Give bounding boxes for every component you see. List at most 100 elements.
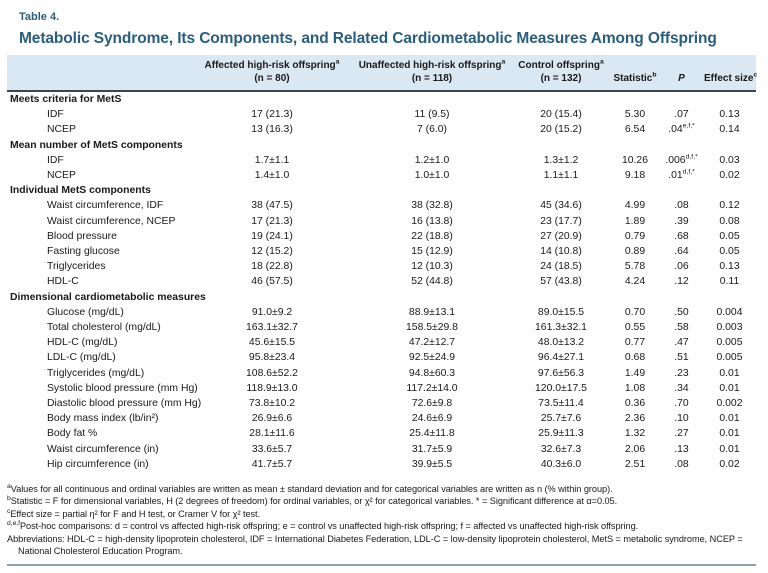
cell-value: 0.05 (719, 246, 740, 258)
table-row: Blood pressure 19 (24.1) 22 (18.8) 27 (20.9… (7, 229, 756, 244)
row-label: NCEP (47, 170, 76, 182)
cell: 92.5±24.9 (352, 350, 512, 365)
cell-value: 1.4±1.0 (254, 170, 290, 182)
row-label: Diastolic blood pressure (mm Hg) (47, 398, 202, 410)
column-header-label: Unaffected high-risk offspring (358, 60, 502, 71)
cell-value: 1.3±1.2 (543, 154, 579, 166)
row-label: Glucose (mg/dL) (47, 306, 124, 318)
column-header-label: Control offspring (518, 60, 600, 71)
cell: 158.5±29.8 (352, 320, 512, 335)
column-header: P (660, 55, 703, 91)
column-header-label: Statistic (613, 72, 653, 84)
column-header-label: P (678, 72, 685, 84)
cell-value: 25.9±11.3 (538, 428, 584, 440)
table-number-label: Table 4. (19, 11, 60, 23)
cell-value: 0.89 (624, 246, 646, 258)
cell: 45 (34.6) (512, 198, 610, 213)
cell-value: 0.12 (719, 200, 740, 212)
cell: 52 (44.8) (352, 274, 512, 289)
cell-value: 26.9±6.6 (251, 413, 293, 425)
row-label: Waist circumference (in) (47, 443, 159, 455)
column-header-superscript: a (599, 58, 604, 66)
cell-value: 0.01 (719, 428, 740, 440)
cell: 13 (16.3) (192, 122, 352, 137)
cell-value: 0.004 (716, 306, 743, 318)
cell: .47 (660, 335, 703, 350)
cell: 38 (47.5) (192, 198, 352, 213)
cell: .39 (660, 214, 703, 229)
cell: 17 (21.3) (192, 107, 352, 122)
cell-value: 2.51 (624, 458, 646, 470)
footnote-marker: b (7, 495, 11, 503)
cell-value: 17 (21.3) (251, 109, 293, 121)
cell: 0.005 (703, 335, 756, 350)
section-header-row: Meets criteria for MetS (7, 91, 756, 107)
cell-value: 94.8±60.3 (408, 367, 456, 379)
cell-value: 27 (20.9) (540, 230, 582, 242)
cell-value: 19 (24.1) (251, 230, 293, 242)
cell: 0.11 (703, 274, 756, 289)
table-row: Fasting glucose 12 (15.2) 15 (12.9) 14 (10.… (7, 244, 756, 259)
column-header-superscript: b (652, 71, 657, 79)
cell: 0.12 (703, 198, 756, 213)
section-header: Individual MetS components (10, 185, 151, 197)
cell-value: 1.7±1.1 (254, 154, 290, 166)
footnote-marker: c (7, 507, 11, 515)
cell-value: .08 (674, 458, 689, 470)
cell: 9.18 (610, 168, 660, 183)
cell-value: .58 (674, 322, 689, 334)
footnote: bStatistic = F for dimensional variables… (7, 495, 756, 507)
cell: 25.7±7.6 (512, 411, 610, 426)
footnotes-block: aValues for all continuous and ordinal v… (7, 483, 756, 557)
table-row: Hip circumference (in) 41.7±5.7 39.9±5.5 40… (7, 457, 756, 472)
cell-value: 108.6±52.2 (246, 367, 298, 379)
cell: 12 (10.3) (352, 259, 512, 274)
cell: 1.0±1.0 (352, 168, 512, 183)
cell-value: 40.3±6.0 (540, 458, 582, 470)
cell: .10 (660, 411, 703, 426)
metabolic-syndrome-table: Affected high-risk offspringa (n = 80) Una… (7, 55, 757, 472)
cell-value: 73.8±10.2 (248, 398, 296, 410)
row-label: Hip circumference (in) (47, 458, 149, 470)
cell-value: 15 (12.9) (411, 246, 453, 258)
cell-value: 7 (6.0) (416, 124, 448, 136)
row-label: Waist circumference, IDF (47, 200, 164, 212)
cell: 48.0±13.2 (512, 335, 610, 350)
cell: .08 (660, 457, 703, 472)
row-label: Triglycerides (mg/dL) (47, 367, 145, 379)
cell-value: 0.002 (716, 398, 743, 410)
cell-value: .39 (674, 215, 689, 227)
cell: 33.6±5.7 (192, 442, 352, 457)
cell-value: .01 (668, 170, 683, 182)
row-label: LDL-C (mg/dL) (47, 352, 116, 364)
cell-value: .50 (674, 306, 689, 318)
cell-value: 0.005 (716, 337, 743, 349)
cell-value: 118.9±13.0 (246, 382, 298, 394)
cell: 31.7±5.9 (352, 442, 512, 457)
cell-value: 48.0±13.2 (537, 337, 585, 349)
cell: 7 (6.0) (352, 122, 512, 137)
cell: 0.36 (610, 396, 660, 411)
table-row: Body fat % 28.1±11.6 25.4±11.8 25.9±11.3 1.3… (7, 426, 756, 441)
cell: .68 (660, 229, 703, 244)
cell-value: 0.05 (719, 230, 740, 242)
cell: 4.99 (610, 198, 660, 213)
cell-value: .06 (674, 261, 689, 273)
table-row: Waist circumference (in) 33.6±5.7 31.7±5.9… (7, 442, 756, 457)
table-row: Diastolic blood pressure (mm Hg) 73.8±10.… (7, 396, 756, 411)
cell: 14 (10.8) (512, 244, 610, 259)
table-row: Waist circumference, IDF 38 (47.5) 38 (32.… (7, 198, 756, 213)
cell: 72.6±9.8 (352, 396, 512, 411)
footnote-marker: d,e,f (7, 520, 20, 528)
cell-value: 96.4±27.1 (537, 352, 585, 364)
cell: 0.01 (703, 366, 756, 381)
cell: 25.4±11.8 (352, 426, 512, 441)
column-header: Statisticb (610, 55, 660, 91)
cell: .70 (660, 396, 703, 411)
cell-value: 2.36 (624, 413, 646, 425)
cell: 163.1±32.7 (192, 320, 352, 335)
cell: 47.2±12.7 (352, 335, 512, 350)
cell: 1.08 (610, 381, 660, 396)
cell: 117.2±14.0 (352, 381, 512, 396)
cell-value: 0.36 (624, 398, 646, 410)
